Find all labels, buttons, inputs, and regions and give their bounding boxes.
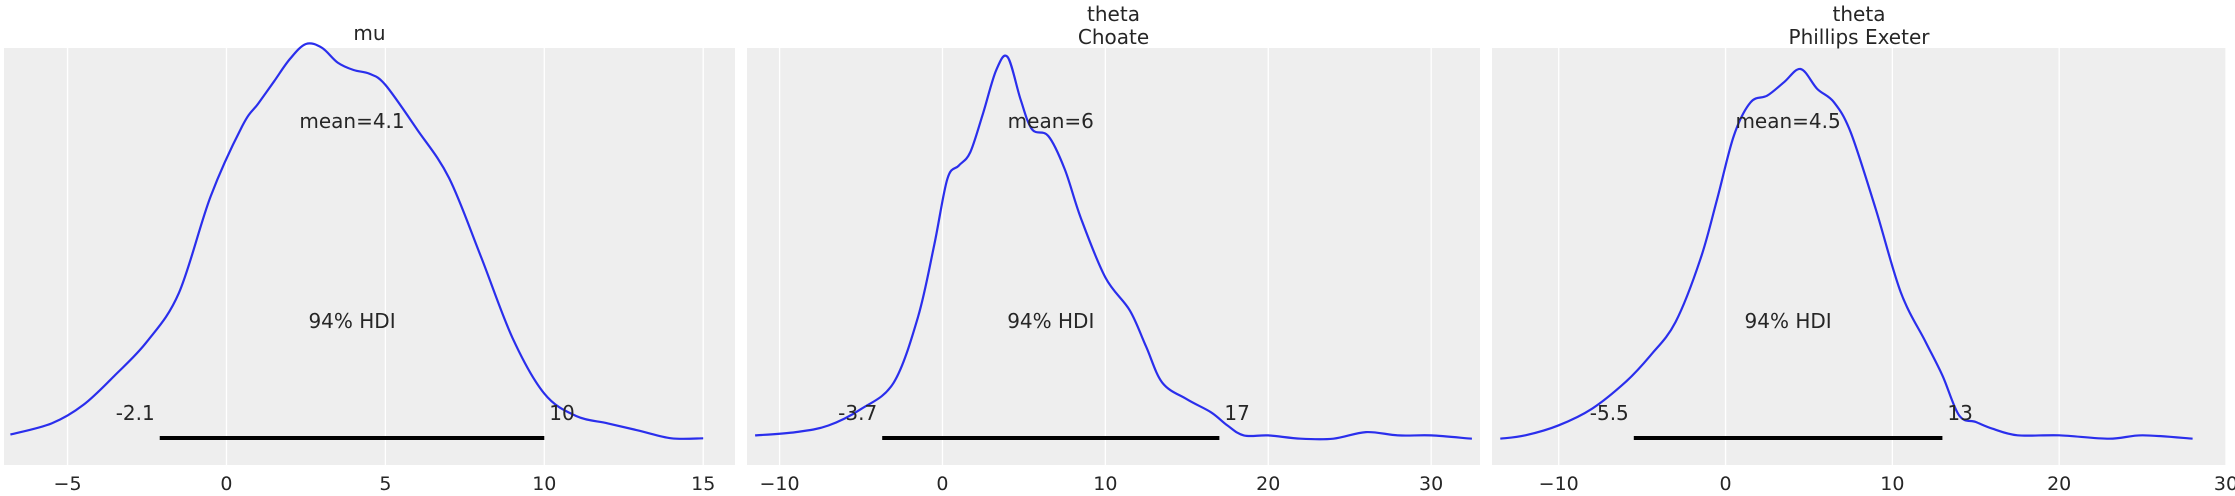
hdi-high-label: 17	[1224, 401, 1249, 425]
hdi-label: 94% HDI	[1007, 309, 1094, 333]
mean-label: mean=4.1	[299, 109, 404, 133]
panel-2: −10 0 10 20 30 -5.5 13 mean=4.5 94% HDI thetaPhil…	[1492, 2, 2235, 495]
x-tick-label: −10	[1539, 473, 1579, 495]
x-tick-label: 30	[2214, 473, 2235, 495]
panel-title-line: Choate	[1078, 25, 1149, 49]
x-tick-label: 20	[1256, 473, 1280, 495]
hdi-low-label: -3.7	[838, 401, 877, 425]
plot-background	[1492, 48, 2226, 465]
mean-label: mean=6	[1008, 109, 1094, 133]
panel-title-line: Phillips Exeter	[1789, 25, 1931, 49]
hdi-label: 94% HDI	[1745, 309, 1832, 333]
x-tick-label: −5	[54, 473, 82, 495]
density-line	[10, 42, 704, 440]
x-tick-label: 30	[1419, 473, 1443, 495]
x-tick-label: 10	[1093, 473, 1117, 495]
x-tick-label: 5	[379, 473, 391, 495]
hdi-high-label: 10	[549, 401, 574, 425]
hdi-low-label: -2.1	[116, 401, 155, 425]
x-tick-label: 0	[1719, 473, 1731, 495]
x-tick-label: 10	[532, 473, 556, 495]
density-line	[755, 54, 1472, 441]
hdi-low-label: -5.5	[1590, 401, 1629, 425]
x-tick-label: 10	[1880, 473, 1904, 495]
panel-0: −5 0 5 10 15 -2.1 10 mean=4.1 94% HDI mu	[4, 21, 735, 495]
x-tick-label: −10	[760, 473, 800, 495]
panel-title-line: theta	[1833, 2, 1886, 26]
x-tick-label: 15	[691, 473, 715, 495]
hdi-high-label: 13	[1947, 401, 1972, 425]
hdi-label: 94% HDI	[308, 309, 395, 333]
plot-background	[4, 48, 735, 465]
panel-title: mu	[353, 21, 385, 45]
density-line	[1500, 67, 2193, 440]
panel-title-line: theta	[1087, 2, 1140, 26]
plot-background	[747, 48, 1480, 465]
x-tick-label: 0	[936, 473, 948, 495]
x-tick-label: 20	[2047, 473, 2071, 495]
mean-label: mean=4.5	[1735, 109, 1840, 133]
x-tick-label: 0	[220, 473, 232, 495]
